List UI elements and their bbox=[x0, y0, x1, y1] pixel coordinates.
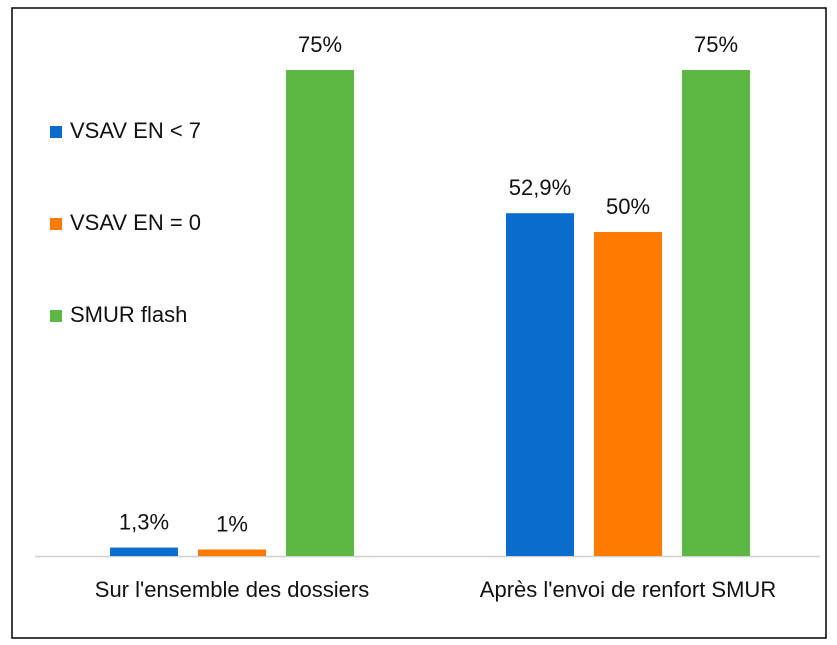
value-label: 1% bbox=[216, 511, 248, 536]
legend-swatch bbox=[50, 310, 62, 322]
x-tick-label: Après l'envoi de renfort SMUR bbox=[480, 577, 776, 602]
value-label: 75% bbox=[694, 32, 738, 57]
chart-border bbox=[11, 7, 827, 639]
bar bbox=[110, 547, 178, 556]
value-label: 52,9% bbox=[509, 175, 571, 200]
bar bbox=[682, 70, 750, 556]
legend-label: VSAV EN = 0 bbox=[70, 210, 201, 235]
legend-label: VSAV EN < 7 bbox=[70, 118, 201, 143]
value-label: 50% bbox=[606, 194, 650, 219]
bar bbox=[198, 549, 266, 556]
bar bbox=[594, 232, 662, 556]
value-label: 75% bbox=[298, 32, 342, 57]
legend-swatch bbox=[50, 126, 62, 138]
value-label: 1,3% bbox=[119, 509, 169, 534]
x-tick-label: Sur l'ensemble des dossiers bbox=[95, 577, 369, 602]
bar bbox=[506, 213, 574, 556]
bar bbox=[286, 70, 354, 556]
legend-label: SMUR flash bbox=[70, 302, 187, 327]
legend-swatch bbox=[50, 218, 62, 230]
